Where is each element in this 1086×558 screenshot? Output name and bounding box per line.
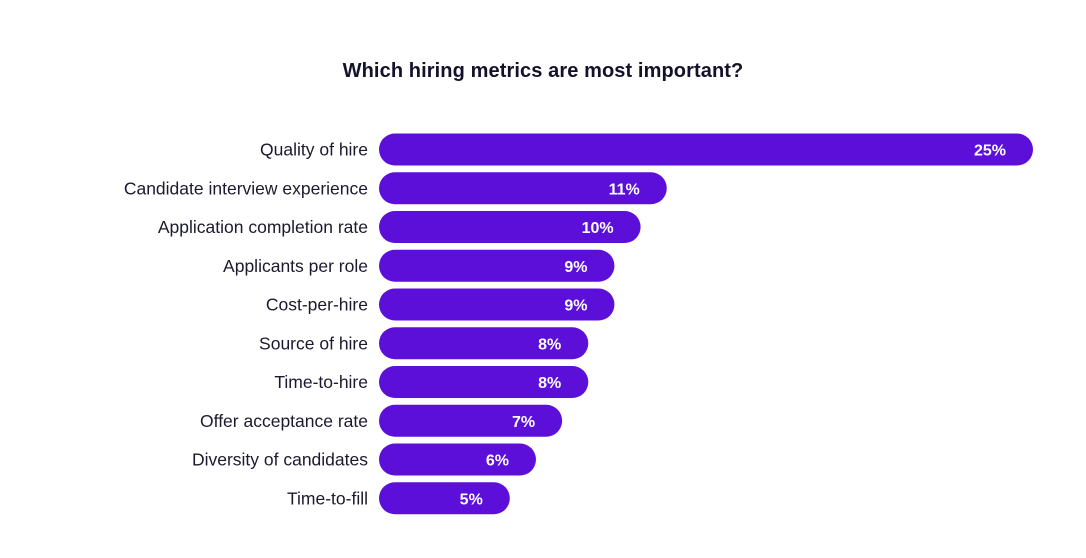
chart-title: Which hiring metrics are most important? xyxy=(342,60,744,82)
bar-row: Candidate interview experience 11% xyxy=(124,172,667,205)
bar-row: Applicants per role 9% xyxy=(223,249,615,282)
category-label: Application completion rate xyxy=(158,217,368,237)
bar-row: Application completion rate 10% xyxy=(158,211,641,243)
bar xyxy=(379,249,615,282)
bar xyxy=(379,327,589,360)
bar xyxy=(379,288,615,321)
category-label: Offer acceptance rate xyxy=(200,411,368,431)
bar-row: Quality of hire 25% xyxy=(260,133,1033,166)
value-label: 8% xyxy=(538,375,561,392)
bar-row: Source of hire 8% xyxy=(259,327,589,360)
bar xyxy=(379,133,1033,166)
bar xyxy=(379,366,589,398)
value-label: 10% xyxy=(582,220,614,237)
category-label: Time-to-hire xyxy=(274,372,368,392)
bar xyxy=(379,172,667,205)
category-label: Cost-per-hire xyxy=(266,295,368,315)
value-label: 6% xyxy=(486,453,509,470)
category-label: Time-to-fill xyxy=(287,488,368,508)
bar xyxy=(379,211,641,243)
category-label: Applicants per role xyxy=(223,256,368,276)
value-label: 7% xyxy=(512,414,535,431)
value-label: 11% xyxy=(609,181,640,198)
category-label: Diversity of candidates xyxy=(192,450,368,470)
bar-row: Time-to-hire 8% xyxy=(274,366,589,398)
category-label: Source of hire xyxy=(259,333,368,353)
bar xyxy=(379,482,510,515)
value-label: 5% xyxy=(460,491,483,508)
bar-row: Diversity of candidates 6% xyxy=(192,443,536,476)
bar-row: Offer acceptance rate 7% xyxy=(200,404,563,437)
value-label: 8% xyxy=(538,336,561,353)
bar-row: Time-to-fill 5% xyxy=(287,482,510,515)
value-label: 9% xyxy=(564,298,587,315)
bar-row: Cost-per-hire 9% xyxy=(266,288,615,321)
bar xyxy=(379,404,563,437)
category-label: Quality of hire xyxy=(260,140,368,160)
value-label: 25% xyxy=(974,143,1006,160)
value-label: 9% xyxy=(564,259,587,276)
category-label: Candidate interview experience xyxy=(124,178,368,198)
bar xyxy=(379,443,536,476)
